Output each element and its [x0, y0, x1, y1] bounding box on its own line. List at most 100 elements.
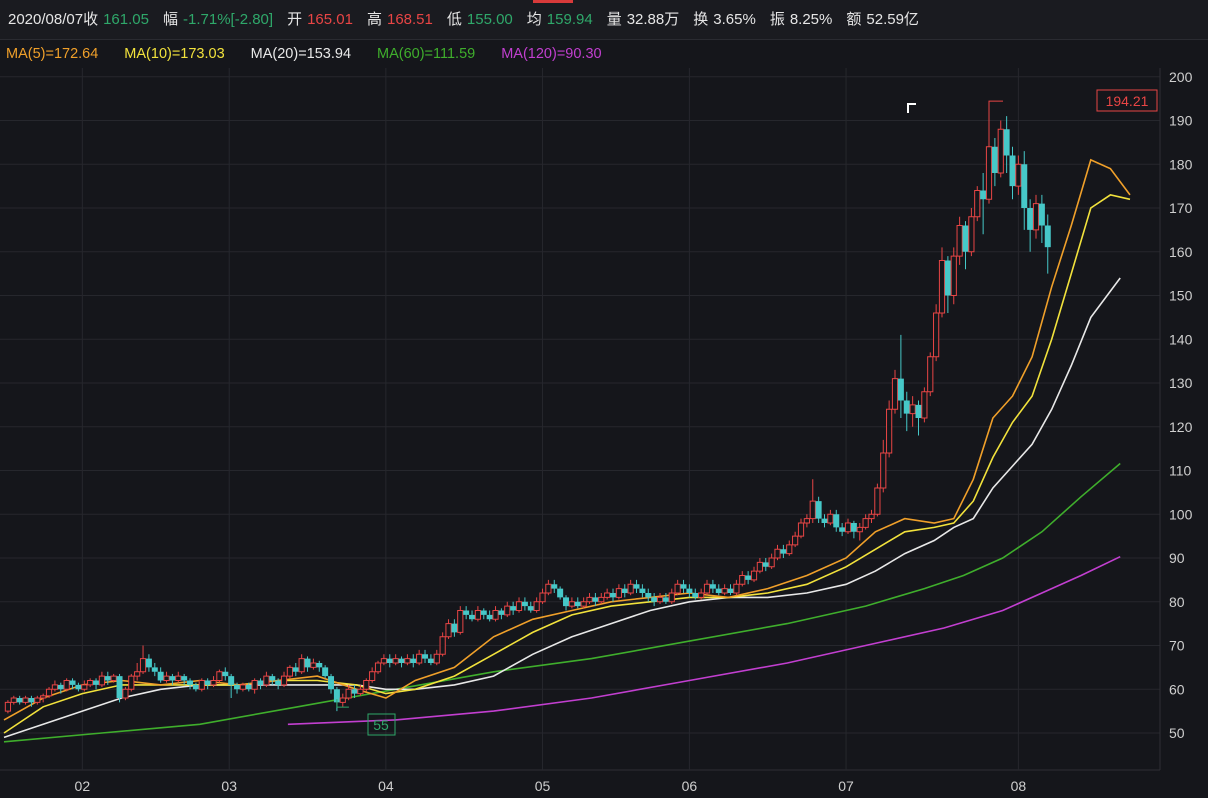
quote-value: -1.71%[-2.80]: [183, 11, 274, 28]
y-tick-label: 90: [1169, 550, 1185, 566]
candle-body: [263, 675, 270, 686]
candle-body: [392, 658, 399, 664]
candle-body: [69, 680, 76, 685]
quote-value: 168.51: [386, 11, 433, 28]
candle-body: [322, 667, 329, 677]
candle-body: [580, 601, 587, 607]
candle-body: [380, 658, 388, 664]
candle-body: [316, 663, 323, 668]
candle-body: [803, 518, 810, 524]
y-tick-label: 160: [1169, 244, 1193, 260]
candle-body: [187, 680, 194, 685]
x-tick-label: 04: [378, 778, 394, 794]
candle-body: [792, 535, 799, 546]
y-tick-label: 70: [1169, 638, 1185, 654]
candle-body: [897, 378, 904, 401]
quote-value: 8.25%: [789, 11, 833, 28]
candle-body: [410, 658, 417, 663]
candle-body: [57, 684, 64, 690]
quote-label: 开: [287, 11, 303, 28]
ma-legend: MA(5)=172.64 MA(10)=173.03 MA(20)=153.94 MA…: [6, 42, 628, 66]
low-label: 55: [373, 717, 389, 733]
y-tick-label: 200: [1169, 69, 1193, 85]
candle-body: [498, 610, 505, 615]
candle-body: [703, 583, 711, 594]
candle-body: [868, 513, 875, 520]
candle-body: [621, 588, 628, 593]
ma-legend-item: MA(20)=153.94: [250, 46, 352, 62]
quote-value: 3.65%: [713, 11, 756, 28]
candle-body: [16, 698, 23, 703]
candle-body: [110, 675, 117, 681]
candle-body: [116, 676, 123, 698]
candle-body: [228, 676, 235, 685]
candle-body: [797, 522, 805, 537]
candle-body: [87, 680, 94, 686]
candle-body: [680, 584, 687, 589]
candle-body: [81, 684, 88, 690]
quote-label: 低: [446, 11, 462, 28]
candle-body: [480, 610, 487, 615]
candle-body: [980, 190, 987, 200]
y-tick-label: 120: [1169, 419, 1193, 435]
candle-body: [1003, 129, 1010, 156]
candle-body: [768, 557, 775, 568]
candle-body: [416, 653, 423, 664]
x-tick-label: 06: [682, 778, 698, 794]
candle-body: [639, 588, 646, 593]
candle-body: [833, 514, 840, 528]
low-label-box: [367, 713, 396, 736]
candle-body: [298, 658, 305, 673]
candle-body: [363, 680, 370, 690]
candle-body: [163, 675, 170, 681]
candle-body: [545, 583, 552, 594]
y-tick-label: 110: [1169, 463, 1192, 479]
y-tick-label: 140: [1169, 331, 1193, 347]
candle-body: [698, 592, 705, 598]
candle-body: [398, 658, 405, 663]
candle-body: [222, 671, 229, 677]
candle-body: [944, 260, 951, 296]
candle-body: [962, 225, 969, 252]
candle-body: [686, 588, 693, 593]
candle-body: [40, 695, 47, 699]
candle-body: [880, 452, 887, 489]
candle-body: [733, 583, 740, 594]
candle-body: [134, 671, 141, 677]
candle-body: [950, 255, 957, 296]
ma10-line: [3, 194, 1131, 734]
quote-value: 155.00: [466, 11, 513, 28]
candle-body: [280, 675, 288, 686]
ma-legend-item: MA(60)=111.59: [377, 46, 476, 62]
ma-legend-item: MA(10)=173.03: [124, 46, 225, 62]
candle-body: [192, 684, 199, 690]
candle-body: [615, 588, 622, 598]
candle-body: [921, 391, 928, 419]
candle-body: [286, 666, 294, 677]
candle-body: [445, 623, 452, 638]
quote-label: 高: [366, 11, 382, 28]
candle-body: [662, 597, 669, 602]
candle-body: [521, 601, 528, 607]
quote-label: 额: [846, 11, 862, 28]
candle-body: [357, 688, 364, 695]
quote-row: 2020/08/07收 161.05 幅 -1.71%[-2.80] 开 165.01 高 1…: [8, 8, 919, 32]
candle-body: [1032, 203, 1040, 231]
candle-body: [128, 675, 135, 690]
y-tick-label: 190: [1169, 113, 1193, 129]
x-tick-label: 02: [75, 778, 91, 794]
candle-body: [169, 676, 176, 681]
candle-body: [269, 676, 276, 681]
low-pointer: [336, 699, 349, 708]
candle-body: [874, 487, 881, 515]
candle-body: [157, 671, 164, 681]
candle-body: [469, 614, 476, 620]
candle-body: [510, 606, 517, 611]
candle-body: [386, 658, 393, 663]
candle-body: [216, 671, 223, 681]
quote-value: 161.05: [103, 11, 149, 28]
candle-body: [739, 575, 746, 585]
x-tick-label: 08: [1011, 778, 1027, 794]
candle-body: [10, 697, 17, 703]
